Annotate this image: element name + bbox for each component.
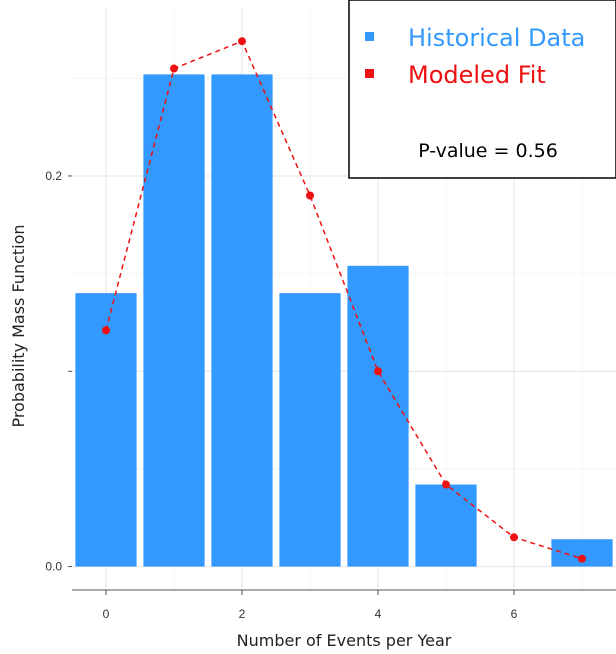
x-axis-title: Number of Events per Year	[237, 631, 452, 650]
fit-series-line	[105, 40, 583, 560]
fit-points	[102, 37, 586, 563]
bar	[347, 265, 409, 567]
fit-point	[578, 554, 586, 563]
bar	[211, 74, 273, 567]
p-value-annotation: P-value = 0.56	[418, 140, 558, 162]
y-tick-label: 0.0	[45, 560, 62, 574]
bar	[279, 293, 341, 567]
y-ticks: 0.0 0.2	[45, 169, 72, 574]
fit-point	[102, 326, 110, 335]
x-tick-label: 6	[511, 607, 518, 621]
x-ticks: 0 2 4 6	[103, 590, 518, 621]
fit-point	[442, 480, 450, 489]
bar	[143, 74, 205, 567]
x-tick-label: 0	[103, 607, 110, 621]
legend-swatch-fit	[365, 69, 374, 78]
y-axis-title: Probability Mass Function	[9, 224, 28, 427]
fit-point	[374, 367, 382, 376]
fit-point	[238, 37, 246, 46]
fit-point	[170, 64, 178, 73]
fit-point	[306, 191, 314, 200]
legend: Historical Data Modeled Fit P-value = 0.…	[348, 0, 616, 179]
x-tick-label: 4	[375, 607, 382, 621]
legend-label-historical: Historical Data	[408, 24, 585, 52]
fit-point	[510, 533, 518, 542]
x-tick-label: 2	[239, 607, 246, 621]
legend-box	[348, 0, 616, 179]
bars	[75, 74, 613, 567]
y-tick-label: 0.2	[45, 169, 62, 183]
bar	[415, 484, 477, 567]
legend-swatch-historical	[365, 32, 374, 41]
legend-label-fit: Modeled Fit	[408, 61, 546, 89]
bar	[75, 293, 137, 567]
fit-line	[105, 40, 583, 560]
